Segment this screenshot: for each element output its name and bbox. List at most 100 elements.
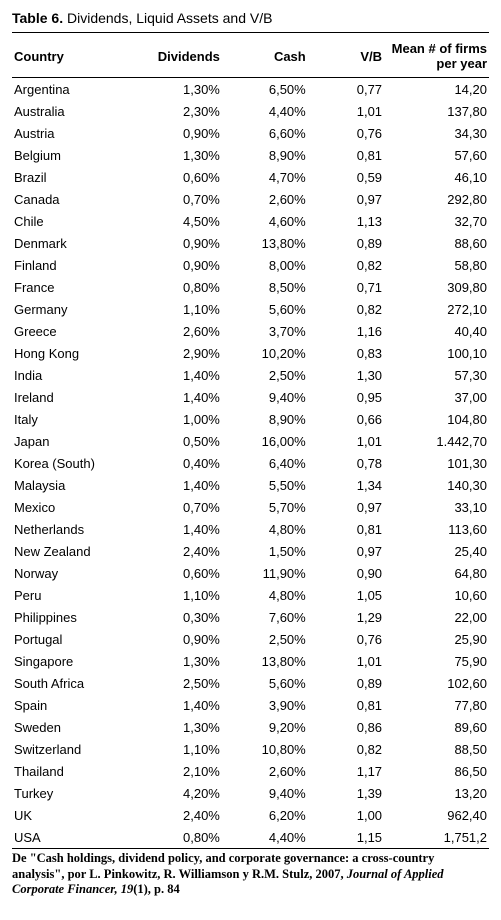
table-cell: 10,20%	[222, 342, 308, 364]
table-number: Table 6.	[12, 10, 63, 26]
table-row: India1,40%2,50%1,3057,30	[12, 364, 489, 386]
table-row: Norway0,60%11,90%0,9064,80	[12, 562, 489, 584]
table-cell: 309,80	[384, 276, 489, 298]
table-cell: 962,40	[384, 804, 489, 826]
table-cell: 0,90	[308, 562, 384, 584]
table-row: Netherlands1,40%4,80%0,81113,60	[12, 518, 489, 540]
table-cell: Philippines	[12, 606, 136, 628]
table-cell: 88,50	[384, 738, 489, 760]
table-cell: 1,10%	[136, 298, 222, 320]
table-cell: 58,80	[384, 254, 489, 276]
col-vb-header: V/B	[308, 33, 384, 77]
table-cell: 2,10%	[136, 760, 222, 782]
table-row: Korea (South)0,40%6,40%0,78101,30	[12, 452, 489, 474]
table-row: Denmark0,90%13,80%0,8988,60	[12, 232, 489, 254]
table-cell: 22,00	[384, 606, 489, 628]
col-country-header: Country	[12, 33, 136, 77]
table-cell: 0,70%	[136, 496, 222, 518]
table-cell: 13,80%	[222, 650, 308, 672]
table-cell: 0,97	[308, 496, 384, 518]
table-cell: Korea (South)	[12, 452, 136, 474]
table-cell: Denmark	[12, 232, 136, 254]
table-cell: 0,60%	[136, 166, 222, 188]
table-cell: 4,70%	[222, 166, 308, 188]
table-cell: 104,80	[384, 408, 489, 430]
table-cell: 1,30%	[136, 144, 222, 166]
table-cell: 0,80%	[136, 276, 222, 298]
table-row: Italy1,00%8,90%0,66104,80	[12, 408, 489, 430]
table-cell: 0,95	[308, 386, 384, 408]
table-cell: 88,60	[384, 232, 489, 254]
table-cell: 13,20	[384, 782, 489, 804]
table-cell: 1,01	[308, 430, 384, 452]
footnote-text-2: (1), p. 84	[133, 882, 180, 896]
table-cell: 16,00%	[222, 430, 308, 452]
table-cell: 137,80	[384, 100, 489, 122]
table-cell: 75,90	[384, 650, 489, 672]
table-cell: 1,30%	[136, 650, 222, 672]
table-row: Mexico0,70%5,70%0,9733,10	[12, 496, 489, 518]
table-row: South Africa2,50%5,60%0,89102,60	[12, 672, 489, 694]
table-cell: Singapore	[12, 650, 136, 672]
table-cell: France	[12, 276, 136, 298]
table-cell: Switzerland	[12, 738, 136, 760]
col-cash-header: Cash	[222, 33, 308, 77]
table-head: Country Dividends Cash V/B Mean # of fir…	[12, 33, 489, 77]
table-cell: 1,00	[308, 804, 384, 826]
table-cell: 101,30	[384, 452, 489, 474]
table-row: Sweden1,30%9,20%0,8689,60	[12, 716, 489, 738]
table-cell: 57,60	[384, 144, 489, 166]
table-cell: 8,90%	[222, 144, 308, 166]
table-cell: Peru	[12, 584, 136, 606]
table-row: Portugal0,90%2,50%0,7625,90	[12, 628, 489, 650]
table-row: Spain1,40%3,90%0,8177,80	[12, 694, 489, 716]
table-cell: Belgium	[12, 144, 136, 166]
table-cell: Malaysia	[12, 474, 136, 496]
table-cell: 4,20%	[136, 782, 222, 804]
table-cell: 8,90%	[222, 408, 308, 430]
table-cell: 113,60	[384, 518, 489, 540]
table-cell: 1,40%	[136, 518, 222, 540]
table-cell: 1,01	[308, 650, 384, 672]
table-cell: 7,60%	[222, 606, 308, 628]
table-cell: 2,50%	[222, 628, 308, 650]
table-cell: 0,60%	[136, 562, 222, 584]
table-cell: 1,15	[308, 826, 384, 848]
table-cell: 1,30%	[136, 716, 222, 738]
table-row: Finland0,90%8,00%0,8258,80	[12, 254, 489, 276]
table-cell: 0,81	[308, 144, 384, 166]
table-cell: 5,60%	[222, 298, 308, 320]
table-cell: 37,00	[384, 386, 489, 408]
table-cell: Netherlands	[12, 518, 136, 540]
table-cell: 0,97	[308, 188, 384, 210]
table-row: Australia2,30%4,40%1,01137,80	[12, 100, 489, 122]
table-cell: 11,90%	[222, 562, 308, 584]
table-cell: 25,90	[384, 628, 489, 650]
table-row: Switzerland1,10%10,80%0,8288,50	[12, 738, 489, 760]
table-cell: 4,40%	[222, 826, 308, 848]
table-cell: 0,82	[308, 254, 384, 276]
table-row: Hong Kong2,90%10,20%0,83100,10	[12, 342, 489, 364]
table-cell: 1,17	[308, 760, 384, 782]
table-cell: 1,50%	[222, 540, 308, 562]
table-cell: 2,50%	[222, 364, 308, 386]
table-cell: 2,60%	[222, 760, 308, 782]
table-cell: Greece	[12, 320, 136, 342]
table-row: Germany1,10%5,60%0,82272,10	[12, 298, 489, 320]
table-cell: Norway	[12, 562, 136, 584]
table-cell: 0,90%	[136, 254, 222, 276]
table-cell: 5,50%	[222, 474, 308, 496]
table-cell: 9,20%	[222, 716, 308, 738]
table-cell: Sweden	[12, 716, 136, 738]
table-cell: 272,10	[384, 298, 489, 320]
table-row: Peru1,10%4,80%1,0510,60	[12, 584, 489, 606]
table-cell: 77,80	[384, 694, 489, 716]
table-cell: 0,80%	[136, 826, 222, 848]
data-table-body: Argentina1,30%6,50%0,7714,20Australia2,3…	[12, 78, 489, 848]
table-cell: New Zealand	[12, 540, 136, 562]
table-cell: 0,71	[308, 276, 384, 298]
table-row: Malaysia1,40%5,50%1,34140,30	[12, 474, 489, 496]
table-cell: 10,60	[384, 584, 489, 606]
table-title-text: Dividends, Liquid Assets and V/B	[63, 10, 272, 26]
table-cell: 140,30	[384, 474, 489, 496]
